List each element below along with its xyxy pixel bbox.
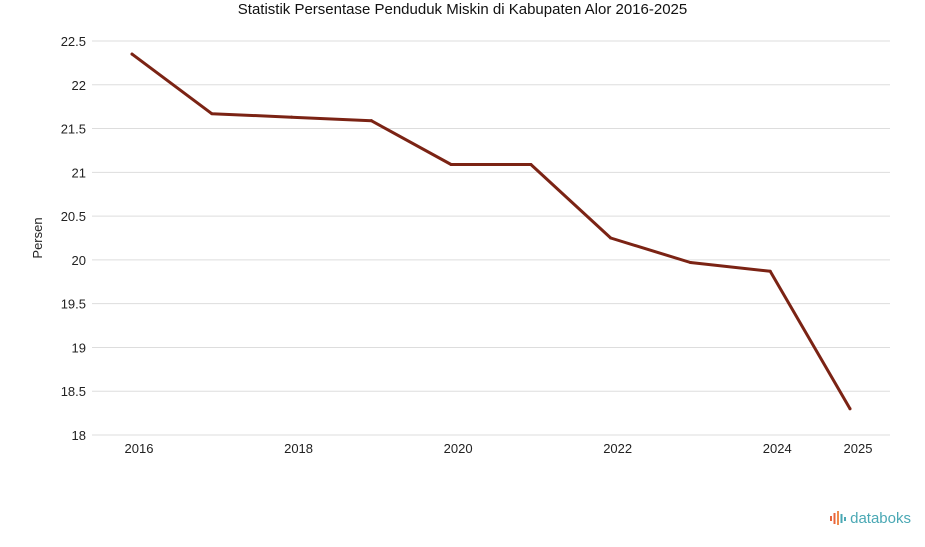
y-tick-label: 20: [72, 253, 86, 268]
x-tick-label: 2020: [444, 441, 473, 456]
x-tick-label: 2018: [284, 441, 313, 456]
y-tick-label: 22: [72, 78, 86, 93]
data-point: [369, 119, 373, 123]
x-tick-label: 2022: [603, 441, 632, 456]
databoks-logo: databoks: [829, 509, 911, 527]
y-tick-label: 19.5: [61, 297, 86, 312]
y-tick-label: 22.5: [61, 34, 86, 49]
series-line: [130, 52, 852, 411]
data-point: [529, 162, 533, 166]
y-tick-label: 19: [72, 340, 86, 355]
databoks-logo-text: databoks: [850, 509, 911, 527]
y-axis-label: Persen: [30, 217, 45, 258]
y-tick-label: 21: [72, 165, 86, 180]
y-tick-label: 20.5: [61, 209, 86, 224]
y-tick-label: 18.5: [61, 384, 86, 399]
data-point: [449, 162, 453, 166]
chart-title: Statistik Persentase Penduduk Miskin di …: [237, 1, 688, 18]
data-point: [609, 236, 613, 240]
data-point: [290, 115, 294, 119]
x-tick-label: 2024: [763, 441, 792, 456]
data-point: [768, 269, 772, 273]
x-tick-label: 2016: [125, 441, 154, 456]
x-axis-ticks: 2016 2018 2020 2022 2024 2025: [125, 441, 873, 456]
y-tick-label: 21.5: [61, 122, 86, 137]
data-point: [210, 112, 214, 116]
data-point: [848, 407, 852, 411]
databoks-logo-icon: [830, 511, 847, 525]
data-point: [130, 52, 134, 56]
y-axis-ticks: 22.5 22 21.5 21 20.5 20 19.5 19 18.5 18: [61, 34, 86, 443]
gridlines: [92, 40, 890, 436]
y-tick-label: 18: [72, 428, 86, 443]
data-point: [688, 261, 692, 265]
x-tick-label: 2025: [844, 441, 873, 456]
data-points: [130, 52, 852, 411]
